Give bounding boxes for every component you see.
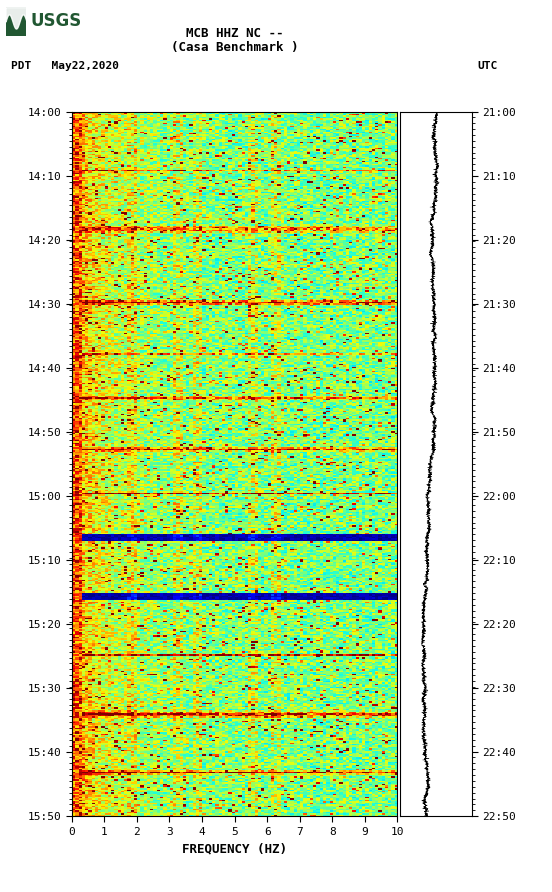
X-axis label: FREQUENCY (HZ): FREQUENCY (HZ) xyxy=(182,842,287,855)
Text: PDT   May22,2020: PDT May22,2020 xyxy=(11,62,119,71)
Text: UTC: UTC xyxy=(477,62,498,71)
Text: USGS: USGS xyxy=(30,12,82,30)
Text: (Casa Benchmark ): (Casa Benchmark ) xyxy=(171,40,298,54)
Text: MCB HHZ NC --: MCB HHZ NC -- xyxy=(186,27,283,40)
